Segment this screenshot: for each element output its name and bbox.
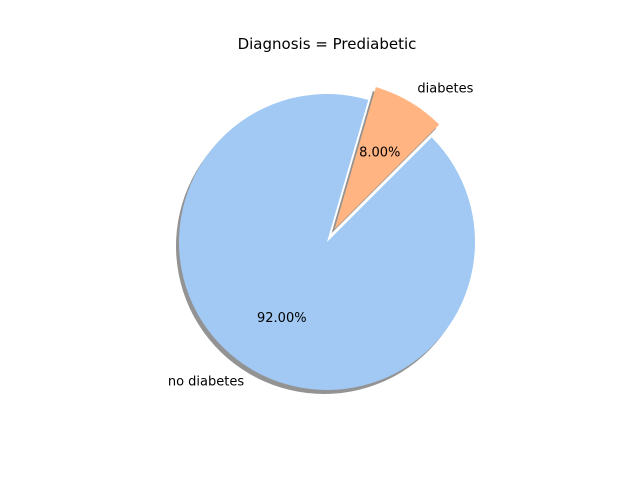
chart-title: Diagnosis = Prediabetic: [238, 35, 417, 53]
slice-label-diabetes: diabetes: [417, 82, 473, 97]
pie-labels: no diabetes 92.00% diabetes 8.00%: [168, 82, 474, 390]
pie-slices: [179, 87, 476, 390]
slice-no-diabetes: [179, 94, 476, 390]
slice-percent-diabetes: 8.00%: [359, 145, 400, 160]
slice-percent-no-diabetes: 92.00%: [257, 311, 307, 326]
slice-label-no-diabetes: no diabetes: [168, 375, 245, 390]
slice-diabetes: [334, 87, 440, 230]
